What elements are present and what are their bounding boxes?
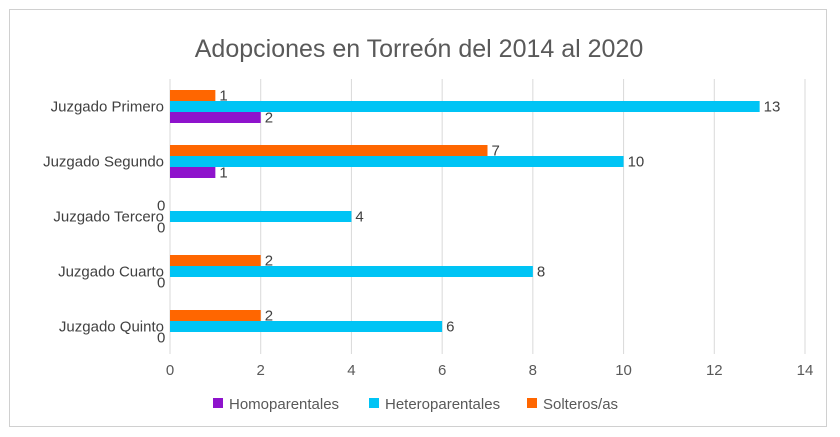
x-tick-label: 6 [438,362,446,379]
x-tick-label: 4 [347,362,355,379]
bar [170,211,352,222]
bar [170,90,216,101]
legend-swatch [369,398,379,408]
bar [170,156,624,167]
bar [170,310,261,321]
x-tick-label: 10 [615,362,632,379]
legend-swatch [527,398,537,408]
bars [170,90,760,332]
gridlines [169,79,806,354]
legend-label: Homoparentales [229,396,339,413]
data-label: 2 [265,110,273,127]
data-label: 4 [355,209,363,226]
category-label: Juzgado Segundo [43,154,164,171]
bar [170,255,261,266]
x-tick-label: 0 [166,362,174,379]
legend-label: Solteros/as [543,396,618,413]
data-label: 0 [157,198,165,215]
data-label: 6 [446,319,454,336]
category-labels: Juzgado Primero Juzgado Segundo Juzgado Te… [43,99,164,336]
chart-frame [9,9,827,427]
category-label: Juzgado Quinto [59,319,164,336]
chart-title: Adopciones en Torreón del 2014 al 2020 [195,35,644,63]
x-tick-label: 8 [529,362,537,379]
data-label: 8 [537,264,545,281]
x-tick-label: 12 [706,362,723,379]
bar [170,101,760,112]
bar [170,112,261,123]
data-label: 2 [265,308,273,325]
category-label: Juzgado Cuarto [58,264,164,281]
bar [170,145,488,156]
legend: Homoparentales Heteroparentales Solteros/a… [213,396,618,413]
data-label: 1 [219,88,227,105]
category-label: Juzgado Tercero [53,209,164,226]
bar [170,167,216,178]
category-label: Juzgado Primero [51,99,164,116]
x-tick-label: 14 [797,362,814,379]
x-tick-label: 2 [257,362,265,379]
data-label: 0 [157,275,165,292]
data-label: 7 [492,143,500,160]
legend-label: Heteroparentales [385,396,500,413]
data-label: 0 [157,330,165,347]
bar [170,321,443,332]
x-axis-ticks: 0 2 4 6 8 10 12 14 [166,362,814,379]
data-label: 2 [265,253,273,270]
data-label: 1 [219,165,227,182]
data-label: 10 [628,154,645,171]
legend-swatch [213,398,223,408]
bar [170,266,533,277]
data-label: 13 [764,99,781,116]
data-label: 0 [157,220,165,237]
